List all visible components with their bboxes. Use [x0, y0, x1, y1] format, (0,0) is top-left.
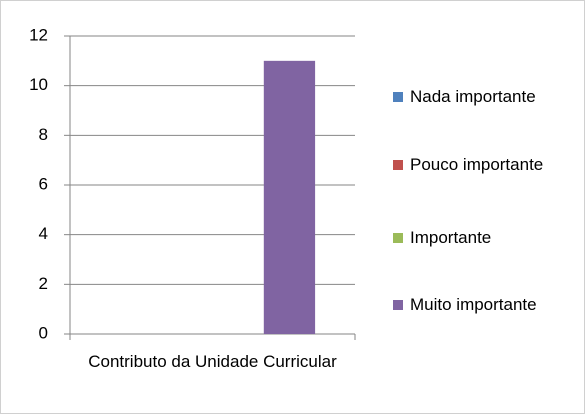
legend-swatch: [393, 300, 403, 310]
y-tick-label: 8: [39, 125, 48, 144]
legend-item: Importante: [393, 224, 583, 252]
legend-item: Pouco importante: [393, 151, 583, 179]
y-tick-label: 10: [29, 75, 48, 94]
y-tick-label: 2: [39, 274, 48, 293]
bar: [263, 60, 316, 334]
y-tick-label: 4: [39, 224, 48, 243]
legend-swatch: [393, 92, 403, 102]
legend-label: Pouco importante: [410, 155, 544, 174]
legend-label: Nada importante: [410, 87, 536, 106]
legend-swatch: [393, 160, 403, 170]
legend-item: Muito importante: [393, 291, 583, 319]
y-tick-label: 6: [39, 174, 48, 193]
x-tick-label: Contributo da Unidade Curricular: [88, 352, 337, 371]
legend-label: Importante: [410, 228, 492, 247]
legend-item: Nada importante: [393, 83, 583, 111]
y-tick-label: 0: [39, 323, 48, 342]
y-tick-label: 12: [29, 25, 48, 44]
legend-label: Muito importante: [410, 295, 537, 314]
legend-swatch: [393, 233, 403, 243]
